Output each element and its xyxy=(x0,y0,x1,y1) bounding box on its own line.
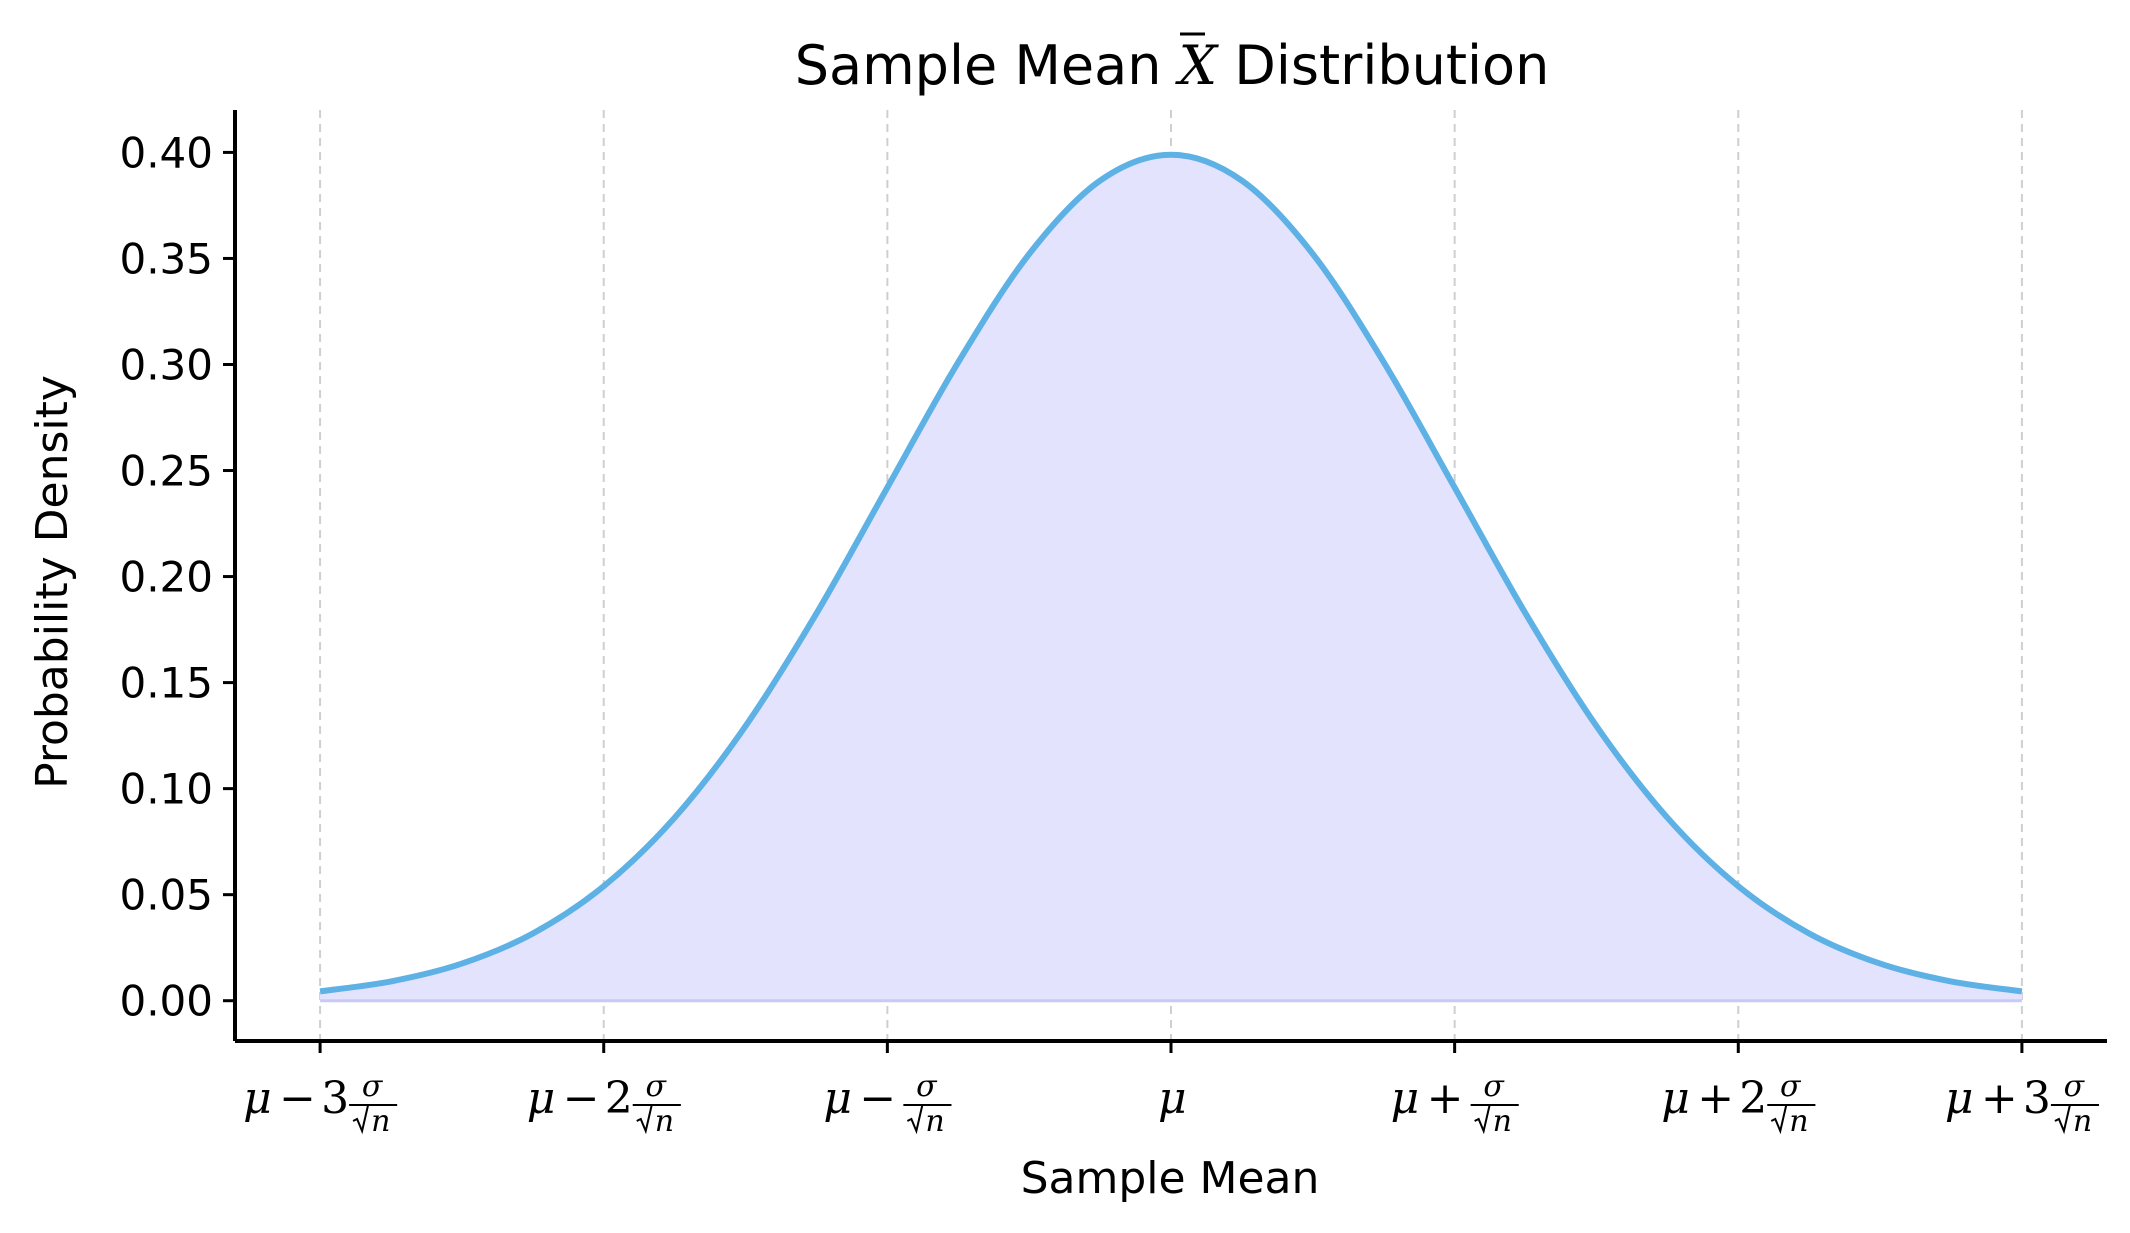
x-tick-denominator: n xyxy=(2073,1104,2092,1139)
y-tick-label-2: 0.10 xyxy=(119,765,213,814)
x-tick-coefficient: 3 xyxy=(2023,1073,2051,1124)
x-tick-mu: μ xyxy=(1945,1073,1974,1124)
x-tick-denominator: n xyxy=(655,1104,674,1139)
x-tick-coefficient: 3 xyxy=(321,1073,349,1124)
x-tick-numerator: σ xyxy=(916,1069,938,1104)
x-tick-label-5: μ +2 σn xyxy=(1661,1069,1816,1139)
y-ticks: 0.00 0.05 0.10 0.15 0.20 0.25 0.30 0.35 0.40 xyxy=(119,128,235,1026)
x-tick-operator: + xyxy=(1697,1073,1734,1124)
x-tick-sqrt-sign xyxy=(1474,1104,1519,1135)
title-suffix: Distribution xyxy=(1217,34,1549,97)
x-tick-numerator: σ xyxy=(1483,1069,1505,1104)
x-tick-label-2: μ − σn xyxy=(823,1069,952,1139)
x-tick-coefficient: 2 xyxy=(1739,1073,1767,1124)
x-tick-numerator: σ xyxy=(362,1069,384,1104)
density-area xyxy=(320,154,2022,1001)
chart-title: Sample Mean X Distribution xyxy=(795,34,1550,97)
x-tick-denominator: n xyxy=(1789,1104,1808,1139)
y-tick-label-7: 0.35 xyxy=(119,234,213,283)
x-tick-operator: − xyxy=(563,1073,600,1124)
y-tick-label-8: 0.40 xyxy=(119,128,213,177)
x-tick-label-4: μ + σn xyxy=(1391,1069,1519,1139)
x-tick-mu: μ xyxy=(823,1073,852,1124)
x-tick-sqrt-sign xyxy=(636,1104,681,1135)
x-tick-denominator: n xyxy=(1493,1104,1512,1139)
x-tick-mu: μ xyxy=(1661,1073,1690,1124)
y-tick-label-3: 0.15 xyxy=(119,659,213,708)
density-curve xyxy=(319,151,2023,995)
x-tick-numerator: σ xyxy=(2064,1069,2086,1104)
x-tick-label-3: μ xyxy=(1158,1073,1187,1124)
x-tick-mu: μ xyxy=(243,1073,272,1124)
y-axis-label: Probability Density xyxy=(27,375,78,789)
x-tick-operator: − xyxy=(279,1073,316,1124)
x-tick-sqrt-sign xyxy=(1770,1104,1816,1135)
title-symbol: X xyxy=(1175,34,1220,97)
x-tick-sqrt-sign xyxy=(352,1104,398,1135)
x-tick-sqrt-sign xyxy=(2054,1104,2099,1135)
x-tick-label-0: μ −3 σn xyxy=(243,1069,398,1139)
x-tick-label-6: μ +3 σn xyxy=(1945,1069,2099,1139)
x-tick-mu: μ xyxy=(1391,1073,1420,1124)
x-tick-mu: μ xyxy=(1158,1073,1187,1124)
x-tick-coefficient: 2 xyxy=(605,1073,633,1124)
y-tick-label-0: 0.00 xyxy=(119,977,213,1026)
area-layer xyxy=(320,154,2022,1003)
x-tick-denominator: n xyxy=(371,1104,390,1139)
title-prefix: Sample Mean xyxy=(795,34,1179,97)
x-ticks: μ −3 σn μ −2 σn μ − σn μ μ + σn μ +2 σn μ +3 σn xyxy=(243,1041,2099,1139)
y-tick-label-4: 0.20 xyxy=(119,553,213,602)
line-layer xyxy=(319,151,2023,995)
x-tick-operator: + xyxy=(1981,1073,2018,1124)
x-tick-label-1: μ −2 σn xyxy=(527,1069,681,1139)
y-tick-label-5: 0.25 xyxy=(119,447,213,496)
x-tick-numerator: σ xyxy=(645,1069,667,1104)
x-tick-operator: − xyxy=(859,1073,896,1124)
x-axis-label: Sample Mean xyxy=(1021,1153,1320,1204)
y-tick-label-1: 0.05 xyxy=(119,871,213,920)
x-tick-denominator: n xyxy=(925,1104,944,1139)
x-tick-sqrt-sign xyxy=(906,1104,952,1135)
x-tick-numerator: σ xyxy=(1780,1069,1802,1104)
x-tick-operator: + xyxy=(1427,1073,1464,1124)
y-tick-label-6: 0.30 xyxy=(119,340,213,389)
x-tick-mu: μ xyxy=(527,1073,556,1124)
